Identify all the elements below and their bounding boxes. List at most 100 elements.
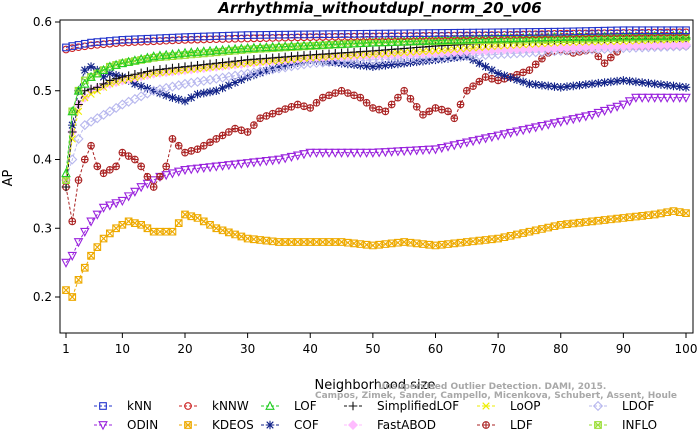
data-point [537, 80, 547, 90]
data-point [469, 82, 477, 90]
data-point [85, 116, 97, 127]
data-point [79, 227, 90, 237]
data-point [79, 78, 90, 88]
data-point [218, 226, 227, 235]
data-point [130, 79, 140, 89]
data-point [349, 148, 359, 158]
data-point-ring [168, 135, 177, 143]
data-point [413, 103, 421, 111]
data-point [292, 151, 303, 161]
data-point [394, 94, 402, 101]
data-point [136, 183, 146, 193]
data-point [368, 62, 378, 71]
data-point [488, 75, 496, 83]
legend-item-cof: COF [261, 418, 319, 432]
data-point [592, 400, 604, 412]
data-point [418, 35, 428, 45]
data-point [674, 93, 685, 103]
data-point [167, 81, 178, 92]
data-point [506, 73, 515, 82]
data-point [167, 169, 178, 179]
data-point [199, 88, 209, 98]
data-point [424, 35, 435, 45]
data-point [137, 220, 146, 229]
data-point [411, 146, 422, 156]
data-point [393, 147, 403, 157]
data-point [669, 81, 678, 91]
data-point [80, 263, 89, 272]
data-point [382, 108, 389, 115]
data-point [173, 80, 184, 91]
data-point [600, 78, 609, 87]
y-tick-label: 0.3 [33, 221, 52, 235]
data-point [512, 127, 522, 137]
data-point [87, 251, 95, 260]
data-point [380, 148, 391, 158]
data-point [111, 74, 121, 84]
data-point [205, 59, 215, 69]
data-point [117, 196, 128, 207]
data-point-ring [206, 138, 214, 147]
data-point [644, 211, 653, 220]
data-point [180, 62, 190, 71]
data-point [405, 36, 416, 46]
data-point [436, 143, 447, 154]
data-point [594, 78, 603, 88]
data-point [419, 240, 427, 248]
data-point [662, 93, 673, 103]
data-point [237, 232, 246, 241]
data-point [437, 54, 447, 64]
data-point [175, 142, 183, 150]
data-point [500, 71, 509, 80]
data-point [118, 72, 127, 82]
data-point [167, 49, 178, 59]
data-point [236, 159, 247, 169]
data-point [111, 199, 121, 209]
data-point-ring [87, 141, 95, 150]
data-point [444, 108, 452, 115]
data-point [255, 157, 265, 167]
data-point [280, 61, 290, 70]
data-point [412, 239, 421, 248]
data-point-ring [112, 162, 120, 171]
data-point [625, 213, 634, 222]
data-point [267, 41, 278, 51]
data-point [324, 148, 334, 158]
data-point-ring [149, 183, 158, 191]
data-point [482, 402, 490, 410]
data-point [494, 77, 502, 84]
x-tick-label: 100 [675, 342, 698, 356]
data-point [375, 240, 383, 249]
legend-label: COF [294, 418, 319, 432]
data-point [419, 111, 427, 119]
data-point [649, 93, 660, 103]
data-point [73, 133, 84, 144]
watermark-line-2: Campos, Zimek, Sander, Campello, Micenko… [315, 391, 677, 401]
data-point [432, 104, 439, 112]
legend: kNN kNNW LOF SimplifiedLOF LoOP LDOF ODIN KDEOS… [94, 399, 657, 432]
data-point [537, 121, 547, 132]
data-point [98, 203, 109, 213]
x-tick-label: 50 [365, 342, 380, 356]
data-point [381, 61, 390, 70]
data-point [463, 87, 471, 95]
data-point [61, 258, 71, 268]
data-point [631, 77, 641, 87]
data-point-ring [93, 162, 102, 171]
data-point [199, 217, 208, 226]
data-point [305, 40, 316, 50]
data-point [355, 148, 366, 158]
data-point [67, 127, 77, 137]
data-point [104, 106, 115, 117]
data-point [474, 135, 485, 145]
data-point [450, 239, 459, 248]
data-point [317, 148, 328, 158]
data-point-ring [143, 172, 152, 181]
data-point [81, 93, 89, 102]
data-point [443, 54, 453, 63]
data-point [361, 37, 372, 47]
data-point [93, 243, 102, 252]
data-point-ring [99, 169, 108, 178]
data-point-ring [250, 121, 258, 129]
legend-item-fastabod: FastABOD [344, 418, 436, 432]
